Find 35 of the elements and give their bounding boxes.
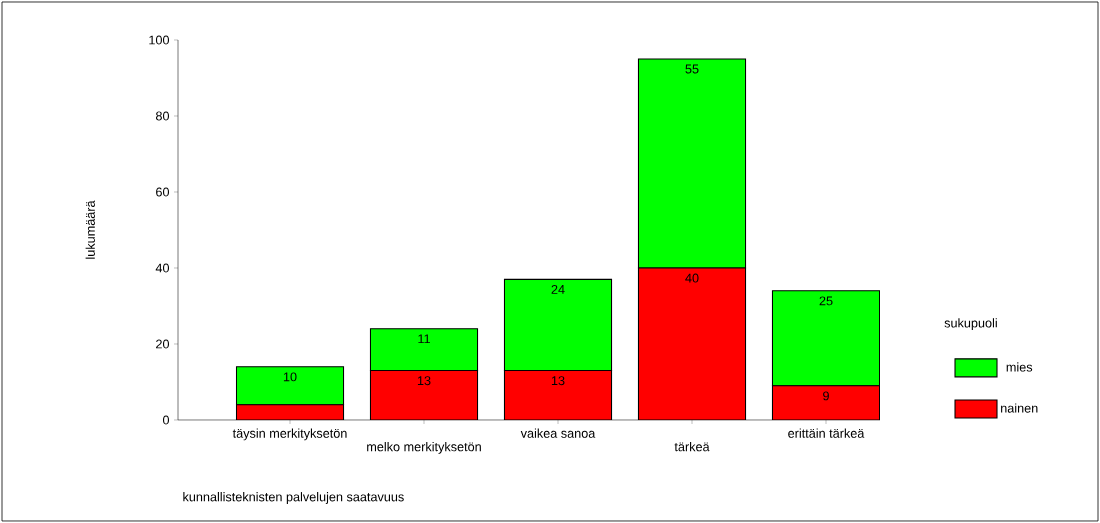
x-tick-label: erittäin tärkeä xyxy=(788,428,865,438)
legend-label: nainen xyxy=(1001,403,1038,413)
data-label: 24 xyxy=(551,284,565,294)
y-tick-label: 20 xyxy=(156,339,170,349)
data-label: 10 xyxy=(283,372,297,382)
y-tick-label: 60 xyxy=(156,187,170,197)
bar xyxy=(235,366,345,406)
data-label: 9 xyxy=(823,391,829,401)
bar xyxy=(235,404,345,420)
bar xyxy=(637,267,747,420)
x-tick-label: täysin merkityksetön xyxy=(232,428,347,441)
bar xyxy=(771,290,880,387)
bar xyxy=(503,370,613,420)
x-axis-title: kunnallisteknisten palvelujen saatavuus xyxy=(183,492,404,504)
x-tick-label: vaikea sanoa xyxy=(520,428,596,438)
data-label: 40 xyxy=(685,273,699,283)
bar xyxy=(637,58,747,269)
legend-label: mies xyxy=(1006,362,1033,372)
legend-title: sukupuoli xyxy=(944,318,997,330)
bar xyxy=(503,278,613,372)
y-tick-label: 80 xyxy=(155,111,170,121)
data-label: 25 xyxy=(819,296,833,306)
y-tick-label: 40 xyxy=(155,263,170,273)
x-tick-label: tärkeä xyxy=(674,441,710,452)
bar xyxy=(771,385,880,420)
y-tick-label: 100 xyxy=(149,35,170,45)
data-label: 55 xyxy=(685,64,699,74)
x-tick-label: melko merkityksetön xyxy=(367,441,481,454)
y-axis-title: lukumäärä xyxy=(85,200,95,259)
y-tick-label: 0 xyxy=(162,415,170,425)
data-label: 13 xyxy=(551,376,565,386)
bar xyxy=(369,328,479,372)
data-label: 11 xyxy=(418,334,430,344)
data-label: 13 xyxy=(417,376,431,386)
bar xyxy=(369,370,479,420)
